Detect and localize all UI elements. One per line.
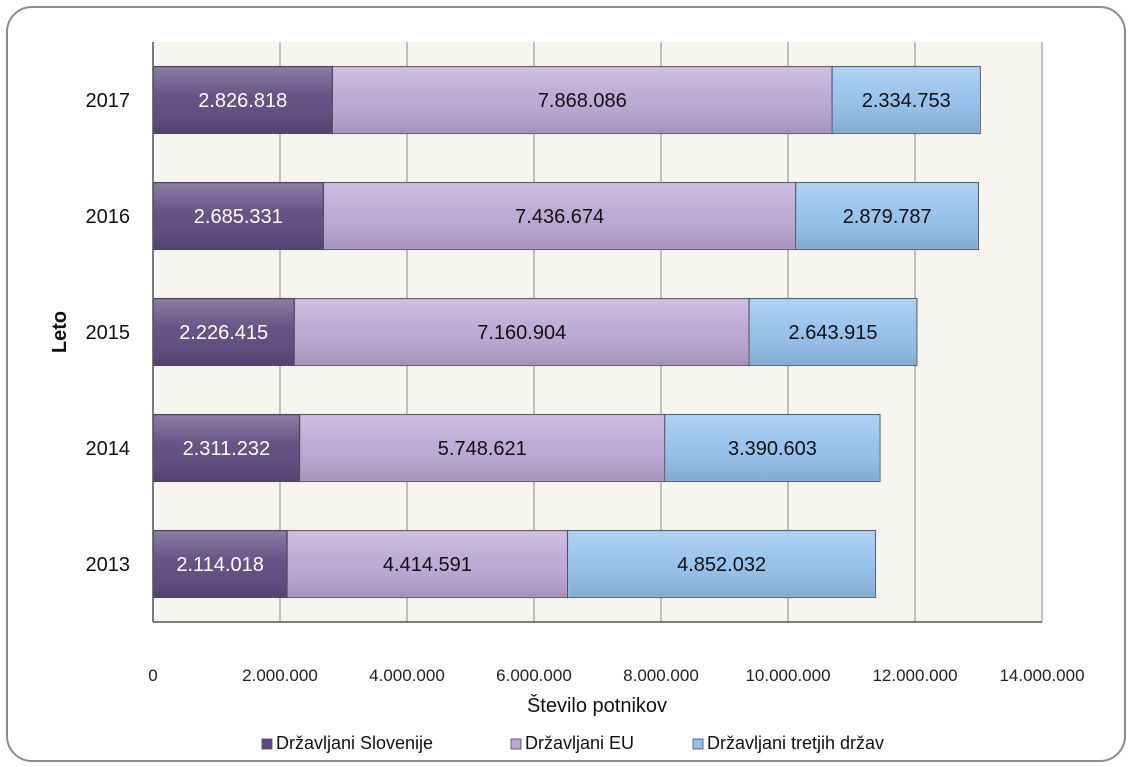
bar-data-label: 7.868.086 xyxy=(538,90,627,112)
x-tick-label: 12.000.000 xyxy=(872,666,957,685)
x-tick-label: 4.000.000 xyxy=(369,666,445,685)
y-tick-label: 2015 xyxy=(86,322,131,344)
bar-shine xyxy=(324,183,795,249)
bar-shine xyxy=(300,415,664,481)
legend: Državljani Slovenije Državljani EU Državlj… xyxy=(261,733,884,753)
legend-swatch xyxy=(510,738,522,750)
legend-label: Državljani Slovenije xyxy=(276,733,433,753)
x-axis-title: Število potnikov xyxy=(527,694,667,717)
bar-shine xyxy=(796,183,978,249)
bar-shine xyxy=(154,67,332,133)
bar-data-label: 2.334.753 xyxy=(862,90,951,112)
bar-data-label: 2.643.915 xyxy=(789,322,878,344)
bar-data-label: 4.852.032 xyxy=(677,554,766,576)
bar-shine xyxy=(288,531,567,597)
x-tick-label: 6.000.000 xyxy=(496,666,572,685)
bar-data-label: 5.748.621 xyxy=(438,438,527,460)
bar-data-label: 4.414.591 xyxy=(383,554,472,576)
legend-label: Državljani tretjih držav xyxy=(707,733,884,753)
bar-shine xyxy=(154,531,287,597)
bar-data-label: 2.685.331 xyxy=(194,206,283,228)
y-tick-label: 2016 xyxy=(86,206,131,228)
bar-shine xyxy=(295,299,749,365)
bar-data-label: 2.114.018 xyxy=(176,554,264,576)
bar-shine xyxy=(665,415,880,481)
x-tick-label: 2.000.000 xyxy=(242,666,318,685)
bar-data-label: 2.879.787 xyxy=(843,206,932,228)
bar-shine xyxy=(833,67,980,133)
bar-data-label: 3.390.603 xyxy=(728,438,817,460)
bar-shine xyxy=(154,183,323,249)
bar-data-label: 2.311.232 xyxy=(183,438,271,460)
bar-data-label: 2.226.415 xyxy=(179,322,268,344)
bar-labels: 2.114.018 4.414.591 4.852.032 2.311.232 5.74… xyxy=(176,90,950,576)
axes xyxy=(152,42,1042,623)
legend-label: Državljani EU xyxy=(525,733,634,753)
bar-shine xyxy=(154,299,294,365)
legend-swatch xyxy=(261,738,273,750)
x-tick-label: 10.000.000 xyxy=(745,666,830,685)
y-tick-label: 2013 xyxy=(86,554,131,576)
y-tick-label: 2014 xyxy=(86,438,131,460)
bar-shine xyxy=(750,299,916,365)
bar-data-label: 2.826.818 xyxy=(198,90,287,112)
bar-data-label: 7.160.904 xyxy=(477,322,566,344)
x-tick-label: 14.000.000 xyxy=(999,666,1084,685)
y-axis-title: Leto xyxy=(49,311,71,353)
bars xyxy=(152,65,981,599)
bar-shine xyxy=(333,67,832,133)
bar-shine xyxy=(154,415,299,481)
legend-swatch xyxy=(692,738,704,750)
bar-shine xyxy=(568,531,875,597)
x-tick-label: 0 xyxy=(148,666,157,685)
x-tick-label: 8.000.000 xyxy=(623,666,699,685)
bar-data-label: 7.436.674 xyxy=(515,206,604,228)
y-tick-label: 2017 xyxy=(86,90,131,112)
x-tick-labels: 0 2.000.000 4.000.000 6.000.000 8.000.000 10.… xyxy=(148,666,1084,685)
y-tick-labels: 2013 2014 2015 2016 2017 xyxy=(86,90,131,576)
